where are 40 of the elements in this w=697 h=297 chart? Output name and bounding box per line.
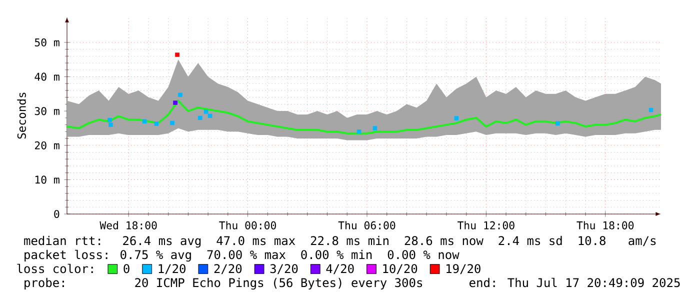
point [178, 92, 182, 98]
x-tick-label: Thu 18:00 [576, 221, 634, 230]
y-tick-label: 10 m [35, 176, 60, 184]
x-tick-label: Wed 18:00 [100, 221, 157, 230]
legend-label: 0 [124, 264, 130, 274]
x-tick-label: Thu 06:00 [338, 221, 396, 230]
y-tick-label: 30 m [34, 106, 60, 116]
text: end: Thu Jul 17 20:49:09 2025 [470, 278, 680, 288]
y-axis-title: Seconds [17, 92, 26, 139]
point [198, 116, 202, 120]
legend-label: 19/20 [446, 264, 480, 274]
point [648, 108, 654, 112]
legend-title: loss color: [17, 264, 93, 274]
y-tick-label: 0 [54, 210, 60, 218]
point [208, 114, 212, 118]
point [454, 116, 459, 120]
text: packet loss: 0.75 % avg 70.00 % max 0.00 % min 0.00 % now [24, 250, 460, 262]
point [108, 122, 113, 127]
x-tick-label: Thu 12:00 [458, 221, 514, 230]
x-tick-label: Thu 00:00 [219, 221, 276, 230]
legend-label: 2/20 [214, 264, 242, 274]
y-tick-label: 50 m [34, 38, 60, 46]
legend-label: 1/20 [158, 264, 186, 274]
point [173, 100, 178, 105]
legend-label: 3/20 [270, 264, 298, 274]
text: median rtt: 26.4 ms avg 47.0 ms max 22.8 ms min 28.6 ms now 2.4 ms sd 10.8 am/s [24, 236, 656, 248]
y-tick-label: 20 m [34, 141, 60, 150]
point [175, 52, 180, 57]
text: probe: 20 ICMP Echo Pings (56 Bytes) every 300s [24, 278, 422, 290]
y-tick-label: 40 m [34, 72, 60, 81]
legend-label: 10/20 [383, 264, 418, 274]
point [154, 122, 159, 126]
point [142, 119, 147, 124]
point [204, 110, 208, 114]
legend-label: 4/20 [326, 264, 354, 274]
point [356, 129, 362, 134]
point [108, 118, 112, 122]
point [170, 120, 174, 126]
point [556, 121, 560, 126]
point [372, 126, 378, 130]
